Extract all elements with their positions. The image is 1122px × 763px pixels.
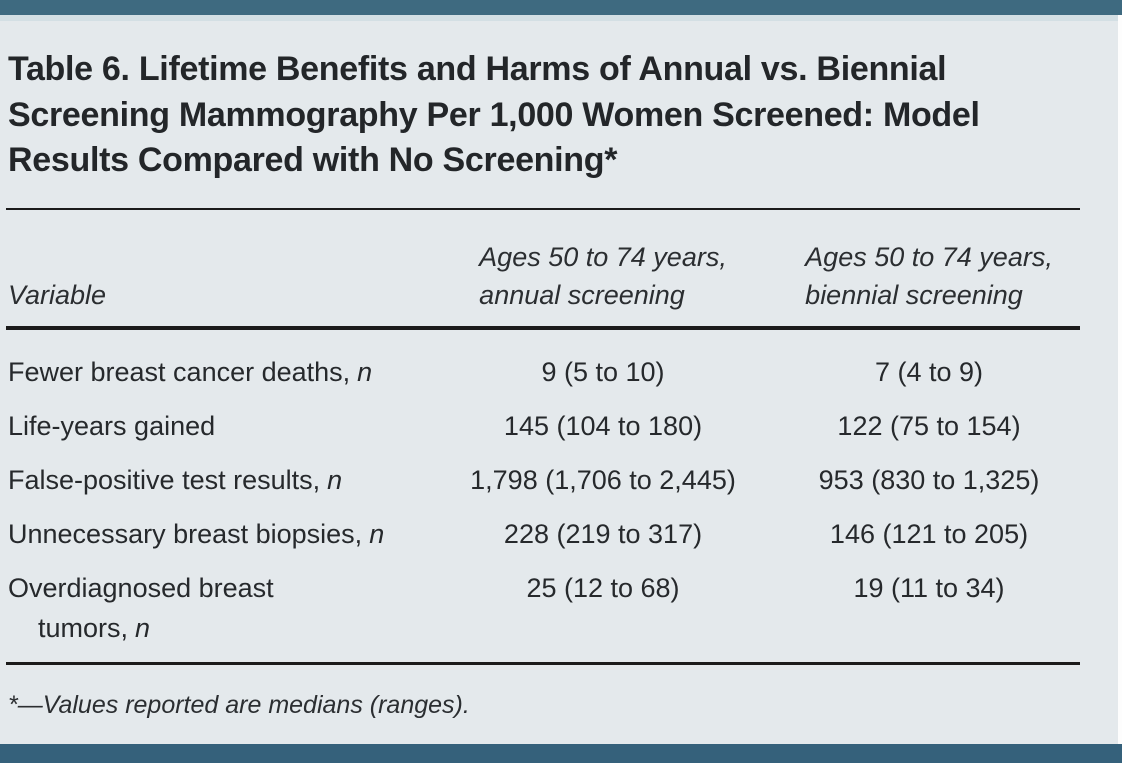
biennial-value: 122 (75 to 154) — [837, 410, 1021, 441]
table-title: Table 6. Lifetime Benefits and Harms of … — [8, 50, 980, 180]
annual-value: 9 (5 to 10) — [541, 356, 665, 387]
annual-value: 1,798 (1,706 to 2,445) — [470, 464, 736, 495]
rule-below-header — [6, 325, 1080, 330]
annual-value: 228 (219 to 317) — [503, 518, 703, 549]
column-header-annual: Ages 50 to 74 years, annual screening — [438, 238, 768, 314]
row-label: Life-years gained — [8, 410, 216, 441]
annual-value: 25 (12 to 68) — [526, 572, 680, 603]
row-label: False-positive test results, n — [8, 464, 343, 495]
italic-n: n — [369, 518, 385, 549]
column-header-biennial: Ages 50 to 74 years, biennial screening — [768, 238, 1080, 314]
column-header-biennial-line1: Ages 50 to 74 years, — [805, 241, 1053, 272]
row-label-wrapped-line: tumors, n — [38, 612, 151, 643]
table-row-biopsies: Unnecessary breast biopsies, n 228 (219 t… — [6, 514, 1080, 554]
top-accent-bar — [0, 0, 1122, 15]
column-header-annual-line2: annual screening — [479, 279, 685, 310]
biennial-value: 953 (830 to 1,325) — [818, 464, 1040, 495]
bottom-accent-bar — [0, 744, 1122, 763]
italic-n: n — [357, 356, 373, 387]
column-header-biennial-line2: biennial screening — [805, 279, 1023, 310]
table-row-overdiagnosed: Overdiagnosed breast tumors, n 25 (12 to … — [6, 568, 1080, 648]
table-footnote: *—Values reported are medians (ranges). — [8, 690, 470, 719]
biennial-value: 19 (11 to 34) — [853, 572, 1005, 603]
table-row-false-positives: False-positive test results, n 1,798 (1,7… — [6, 460, 1080, 500]
rule-above-footnote — [6, 661, 1080, 665]
biennial-value: 7 (4 to 9) — [874, 356, 984, 387]
table-header-row: Variable Ages 50 to 74 years, annual scr… — [6, 210, 1080, 326]
rule-above-header — [6, 207, 1080, 210]
biennial-value: 146 (121 to 205) — [829, 518, 1029, 549]
top-accent-gap — [0, 15, 1118, 21]
table-body: Fewer breast cancer deaths, n 9 (5 to 10)… — [6, 330, 1080, 662]
row-label: Unnecessary breast biopsies, n — [8, 518, 385, 549]
column-header-variable: Variable — [8, 279, 107, 310]
table-panel: Table 6. Lifetime Benefits and Harms of … — [0, 21, 1118, 744]
table-row-fewer-deaths: Fewer breast cancer deaths, n 9 (5 to 10)… — [6, 352, 1080, 392]
italic-n: n — [135, 612, 151, 643]
row-label: Fewer breast cancer deaths, n — [8, 356, 373, 387]
table-row-life-years: Life-years gained 145 (104 to 180) 122 (… — [6, 406, 1080, 446]
italic-n: n — [327, 464, 343, 495]
annual-value: 145 (104 to 180) — [503, 410, 703, 441]
row-label: Overdiagnosed breast tumors, n — [6, 568, 438, 648]
column-header-annual-line1: Ages 50 to 74 years, — [479, 241, 727, 272]
